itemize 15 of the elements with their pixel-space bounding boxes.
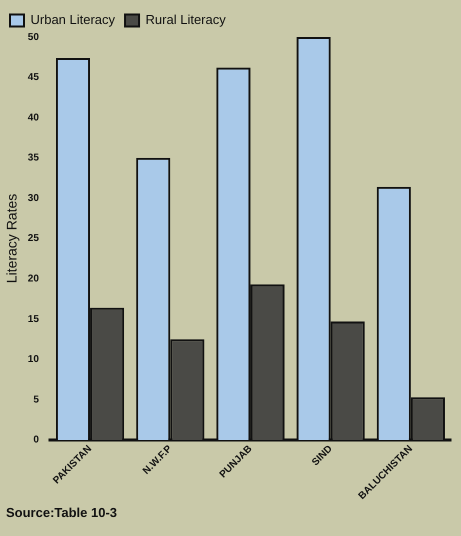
y-tick-label: 10	[28, 354, 40, 366]
y-tick-label: 40	[28, 112, 40, 124]
y-tick-label: 5	[33, 394, 40, 406]
source-note: Source:Table 10-3	[5, 505, 118, 520]
y-tick-label: 25	[28, 233, 40, 244]
legend-label: Rural Literacy	[146, 12, 226, 28]
y-tick-label: 30	[28, 192, 40, 204]
y-tick-label: 20	[28, 274, 40, 285]
y-tick-label: 50	[28, 32, 40, 43]
y-tick-label: 15	[28, 314, 40, 325]
y-tick-label: 0	[33, 434, 40, 446]
y-tick-label: 35	[28, 152, 40, 164]
legend-label: Urban Literacy	[30, 12, 116, 28]
y-tick-label: 45	[28, 72, 40, 84]
y-axis-title: Literacy Rates	[3, 194, 20, 284]
